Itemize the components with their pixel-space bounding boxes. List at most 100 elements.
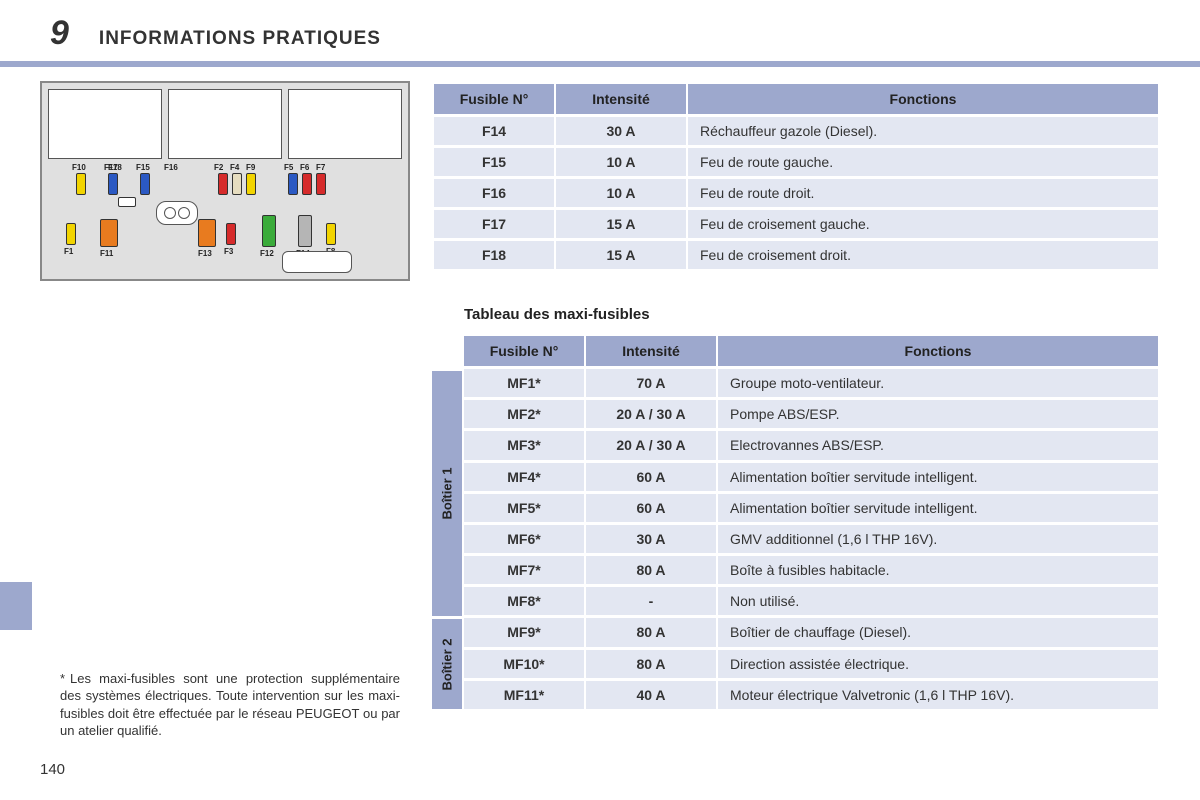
cell-intensity: 15 A bbox=[556, 241, 686, 269]
table-row: F1610 AFeu de route droit. bbox=[434, 179, 1158, 207]
cell-function: Alimentation boîtier servitude intellige… bbox=[718, 463, 1158, 491]
cell-function: Non utilisé. bbox=[718, 587, 1158, 615]
table-row: MF1*70 AGroupe moto-ventilateur. bbox=[464, 369, 1158, 397]
fuse-box-diagram: F10 F17 F15 F18 F16 F2 F4 F9 F5 F6 F7 bbox=[40, 81, 410, 281]
cell-fuse-no: F17 bbox=[434, 210, 554, 238]
fuse-table-2: Fusible N° Intensité Fonctions MF1*70 AG… bbox=[462, 333, 1160, 712]
table-row: F1430 ARéchauffeur gazole (Diesel). bbox=[434, 117, 1158, 145]
cell-function: Moteur électrique Valvetronic (1,6 l THP… bbox=[718, 681, 1158, 709]
fuse-icon bbox=[66, 223, 76, 245]
fuse-label: F18 bbox=[108, 163, 122, 172]
fuse-label: F2 bbox=[214, 163, 223, 172]
table-header: Intensité bbox=[556, 84, 686, 114]
fuse-label: F9 bbox=[246, 163, 255, 172]
cell-function: Feu de croisement droit. bbox=[688, 241, 1158, 269]
cell-intensity: 15 A bbox=[556, 210, 686, 238]
footnote: *Les maxi-fusibles sont une protection s… bbox=[60, 670, 400, 740]
footnote-text: Les maxi-fusibles sont une protection su… bbox=[60, 671, 400, 739]
table-header: Fusible N° bbox=[464, 336, 584, 366]
cell-function: Groupe moto-ventilateur. bbox=[718, 369, 1158, 397]
table-row: MF3*20 A / 30 AElectrovannes ABS/ESP. bbox=[464, 431, 1158, 459]
cell-intensity: - bbox=[586, 587, 716, 615]
fuse-icon bbox=[76, 173, 86, 195]
fuse-icon bbox=[140, 173, 150, 195]
diagram-box bbox=[168, 89, 282, 159]
table-header: Fonctions bbox=[718, 336, 1158, 366]
fuse-icon bbox=[262, 215, 276, 247]
cell-intensity: 60 A bbox=[586, 494, 716, 522]
fuse-icon bbox=[100, 219, 118, 247]
fuse-icon bbox=[288, 173, 298, 195]
cell-intensity: 30 A bbox=[586, 525, 716, 553]
fuse-icon bbox=[302, 173, 312, 195]
cell-function: Feu de croisement gauche. bbox=[688, 210, 1158, 238]
cell-function: Boîtier de chauffage (Diesel). bbox=[718, 618, 1158, 646]
cell-intensity: 10 A bbox=[556, 148, 686, 176]
fuse-label: F11 bbox=[100, 249, 113, 258]
cell-intensity: 30 A bbox=[556, 117, 686, 145]
group-label-boitier-1: Boîtier 1 bbox=[432, 371, 462, 616]
fuse-label: F13 bbox=[198, 249, 212, 258]
maxi-fuse-table-wrap: Boîtier 1 Boîtier 2 Fusible N° Intensité… bbox=[432, 333, 1160, 712]
page-number: 140 bbox=[40, 761, 65, 778]
cell-fuse-no: F15 bbox=[434, 148, 554, 176]
cell-function: Pompe ABS/ESP. bbox=[718, 400, 1158, 428]
cell-fuse-no: F16 bbox=[434, 179, 554, 207]
cell-function: Feu de route gauche. bbox=[688, 148, 1158, 176]
fuse-icon bbox=[298, 215, 312, 247]
cell-fuse-no: MF5* bbox=[464, 494, 584, 522]
table-row: MF4*60 AAlimentation boîtier servitude i… bbox=[464, 463, 1158, 491]
connector-icon bbox=[156, 201, 198, 225]
fuse-label: F15 bbox=[136, 163, 150, 172]
cell-intensity: 60 A bbox=[586, 463, 716, 491]
fuse-icon bbox=[326, 223, 336, 245]
table-row: MF8*-Non utilisé. bbox=[464, 587, 1158, 615]
fuse-icon bbox=[232, 173, 242, 195]
cell-fuse-no: MF7* bbox=[464, 556, 584, 584]
fuse-icon bbox=[108, 173, 118, 195]
fuse-label: F1 bbox=[64, 247, 73, 256]
cell-intensity: 10 A bbox=[556, 179, 686, 207]
fuse-icon bbox=[218, 173, 228, 195]
table-header: Intensité bbox=[586, 336, 716, 366]
table-row: MF2*20 A / 30 APompe ABS/ESP. bbox=[464, 400, 1158, 428]
cell-fuse-no: MF2* bbox=[464, 400, 584, 428]
cell-fuse-no: MF3* bbox=[464, 431, 584, 459]
fuse-icon bbox=[118, 197, 136, 207]
cell-fuse-no: MF9* bbox=[464, 618, 584, 646]
page-header: 9 INFORMATIONS PRATIQUES bbox=[0, 0, 1200, 61]
cell-intensity: 20 A / 30 A bbox=[586, 400, 716, 428]
cell-intensity: 80 A bbox=[586, 556, 716, 584]
cell-function: Electrovannes ABS/ESP. bbox=[718, 431, 1158, 459]
diagram-box bbox=[48, 89, 162, 159]
fuse-label: F10 bbox=[72, 163, 86, 172]
fuse-label: F12 bbox=[260, 249, 274, 258]
blank-box-icon bbox=[282, 251, 352, 273]
cell-fuse-no: MF8* bbox=[464, 587, 584, 615]
cell-function: Alimentation boîtier servitude intellige… bbox=[718, 494, 1158, 522]
table-row: MF6*30 AGMV additionnel (1,6 l THP 16V). bbox=[464, 525, 1158, 553]
cell-intensity: 20 A / 30 A bbox=[586, 431, 716, 459]
table-row: MF5*60 AAlimentation boîtier servitude i… bbox=[464, 494, 1158, 522]
cell-function: Direction assistée électrique. bbox=[718, 650, 1158, 678]
cell-function: Réchauffeur gazole (Diesel). bbox=[688, 117, 1158, 145]
fuse-icon bbox=[226, 223, 236, 245]
fuse-icon bbox=[246, 173, 256, 195]
section-title: Tableau des maxi-fusibles bbox=[464, 306, 1160, 323]
table-row: F1510 AFeu de route gauche. bbox=[434, 148, 1158, 176]
fuse-icon bbox=[316, 173, 326, 195]
fuse-table-1: Fusible N° Intensité Fonctions F1430 ARé… bbox=[432, 81, 1160, 272]
table-row: F1815 AFeu de croisement droit. bbox=[434, 241, 1158, 269]
cell-function: GMV additionnel (1,6 l THP 16V). bbox=[718, 525, 1158, 553]
table-row: MF7*80 ABoîte à fusibles habitacle. bbox=[464, 556, 1158, 584]
fuse-label: F16 bbox=[164, 163, 178, 172]
table-row: MF9*80 ABoîtier de chauffage (Diesel). bbox=[464, 618, 1158, 646]
fuse-label: F5 bbox=[284, 163, 293, 172]
page-edge-tab bbox=[0, 582, 32, 630]
fuse-label: F4 bbox=[230, 163, 239, 172]
cell-fuse-no: F14 bbox=[434, 117, 554, 145]
cell-intensity: 70 A bbox=[586, 369, 716, 397]
table-row: MF11*40 AMoteur électrique Valvetronic (… bbox=[464, 681, 1158, 709]
diagram-box bbox=[288, 89, 402, 159]
chapter-number: 9 bbox=[50, 14, 69, 53]
